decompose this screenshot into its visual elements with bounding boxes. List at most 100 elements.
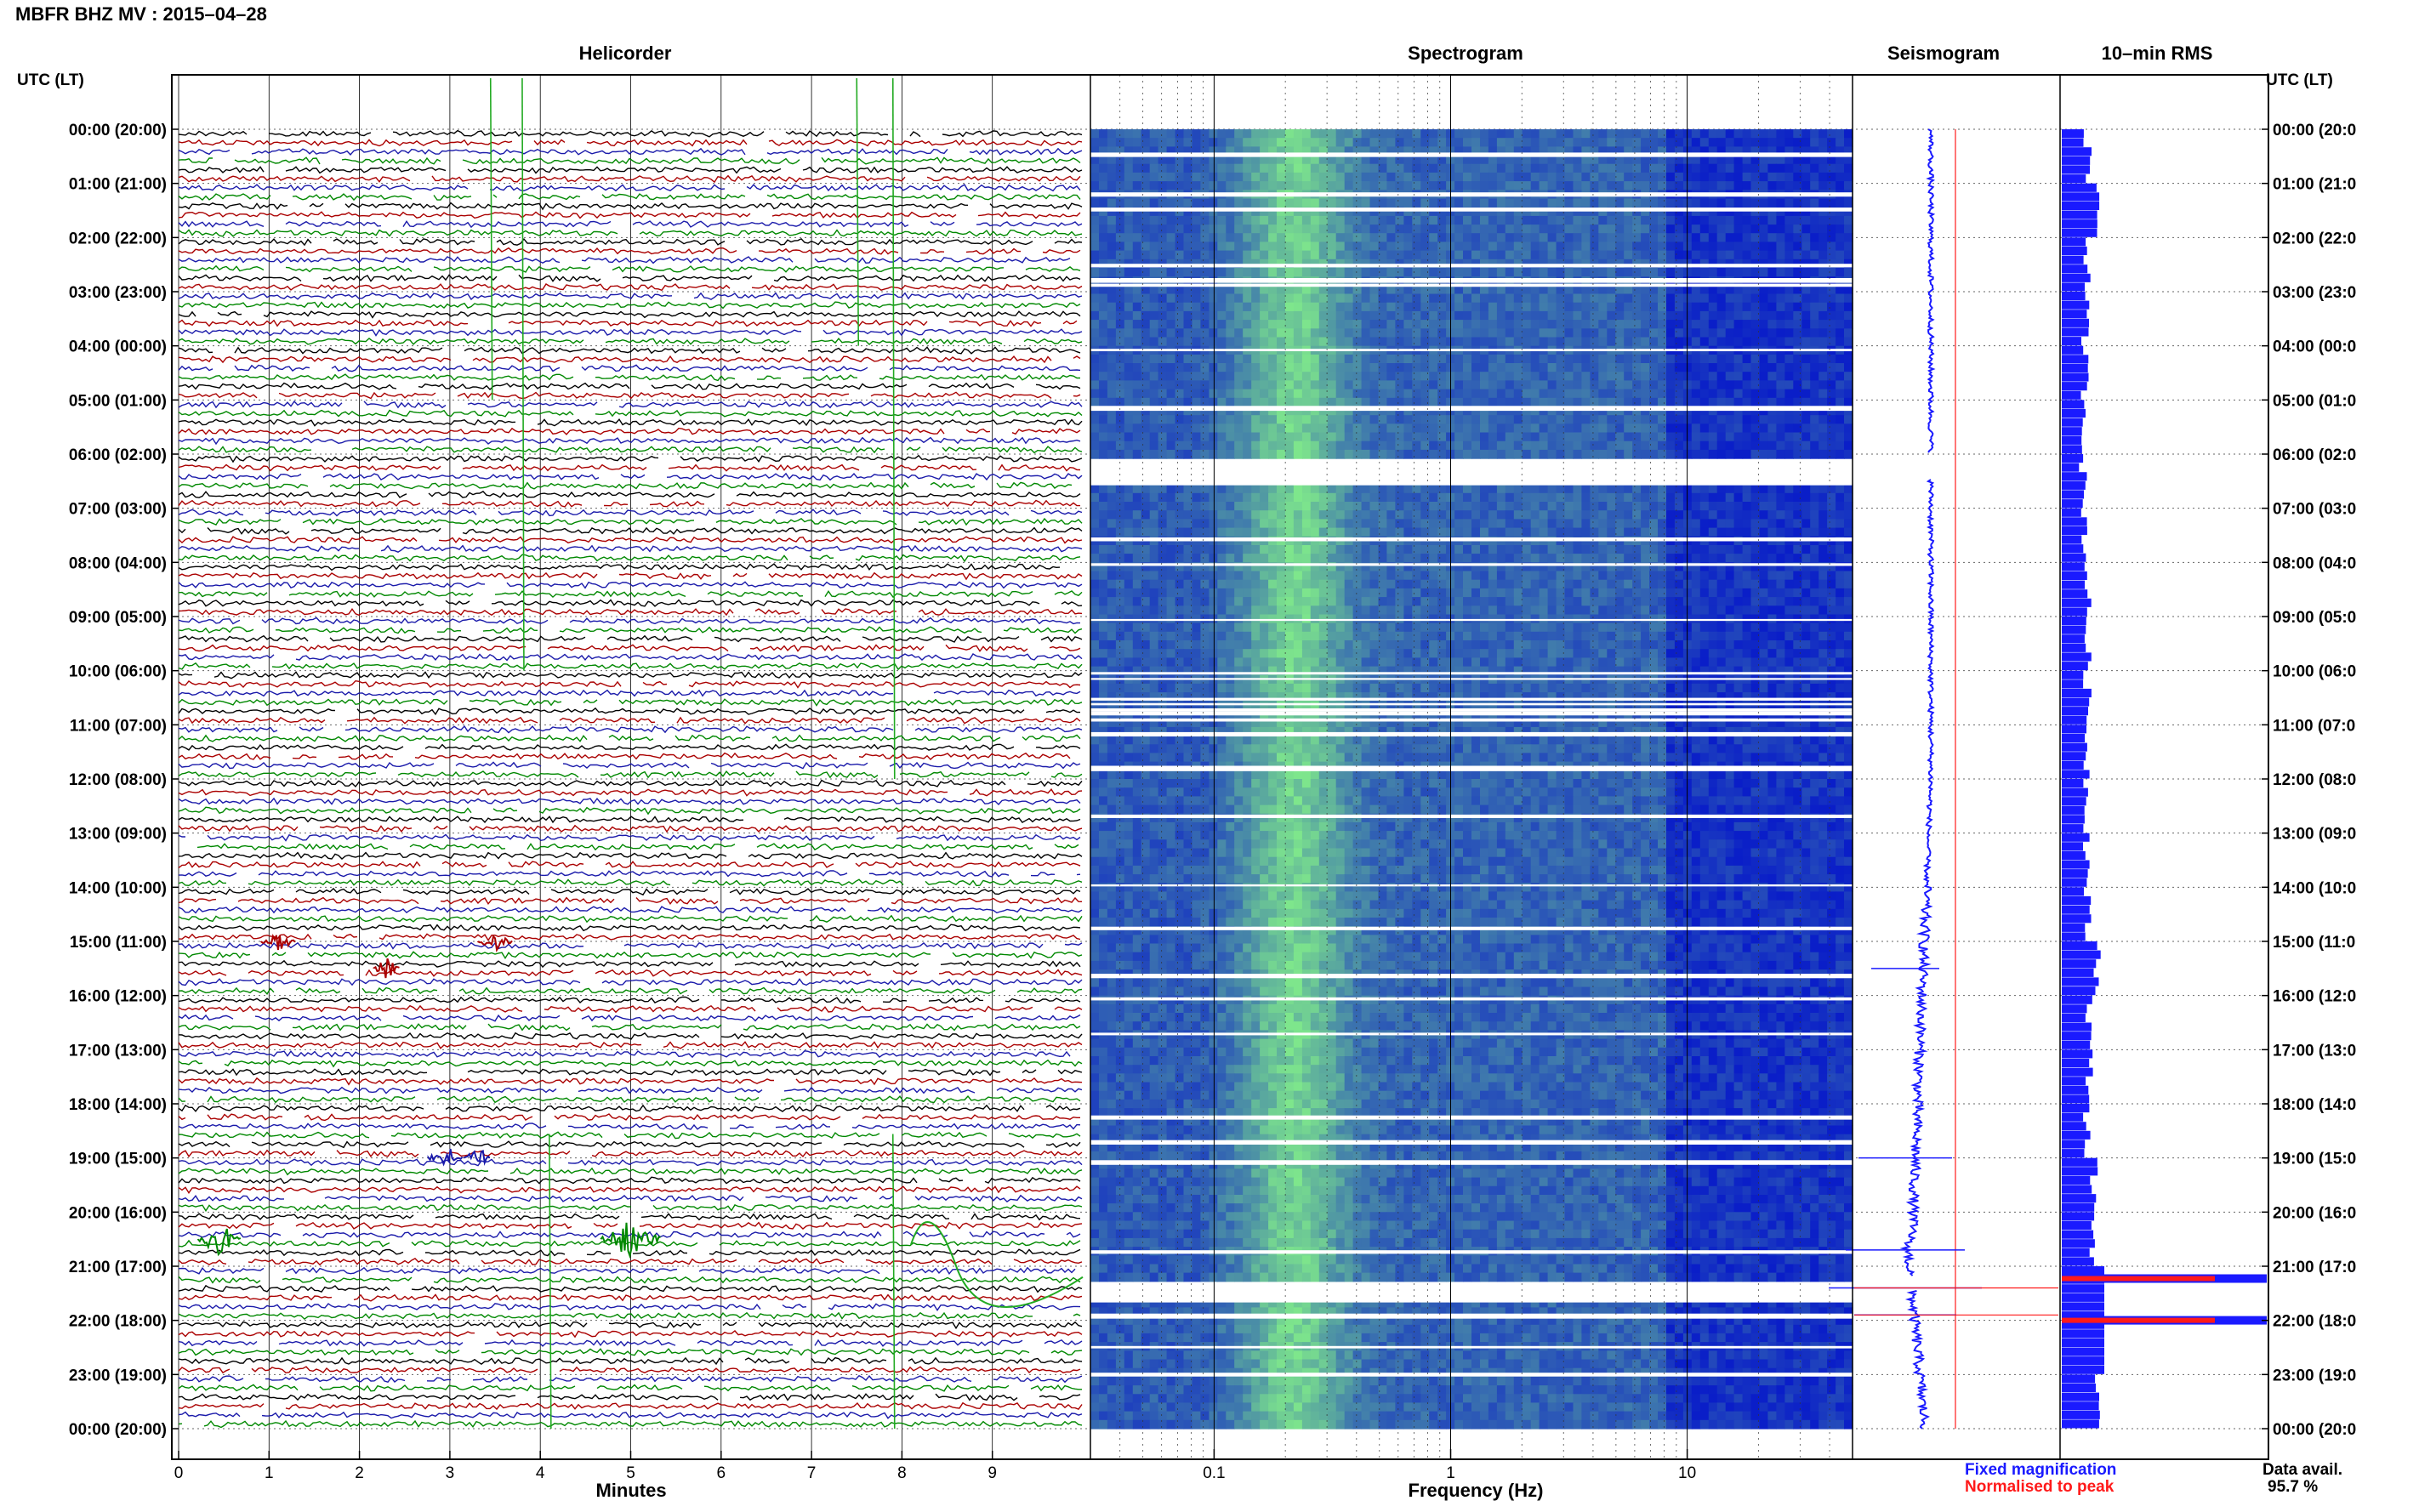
spectrogram-cell [1200, 380, 1210, 390]
spectrogram-cell [1471, 545, 1481, 554]
spectrogram-cell [1226, 233, 1235, 242]
spectrogram-cell [1682, 441, 1693, 451]
spectrogram-cell [1293, 172, 1303, 182]
spectrogram-cell [1090, 250, 1100, 260]
spectrogram-cell [1666, 198, 1676, 208]
spectrogram-cell [1132, 172, 1142, 182]
spectrogram-cell [1420, 268, 1430, 277]
spectrogram-cell [1674, 415, 1684, 424]
spectrogram-cell [1251, 328, 1261, 338]
spectrogram-cell [1463, 293, 1472, 304]
spectrogram-cell [1716, 545, 1727, 554]
spectrogram-cell [1767, 181, 1777, 190]
spectrogram-cell [1361, 172, 1371, 182]
spectrogram-cell [1505, 562, 1515, 572]
spectrogram-cell [1200, 406, 1210, 416]
spectrogram-cell [1624, 293, 1633, 304]
spectrogram-cell [1318, 233, 1329, 242]
spectrogram-cell [1285, 562, 1295, 572]
spectrogram-cell [1344, 328, 1354, 338]
spectrogram-cell [1649, 510, 1659, 520]
spectrogram-cell [1293, 406, 1303, 416]
spectrogram-cell [1090, 198, 1100, 208]
spectrogram-cell [1132, 605, 1142, 616]
spectrogram-cell [1285, 380, 1295, 390]
spectrogram-cell [1801, 250, 1811, 260]
spectrogram-cell [1682, 579, 1693, 589]
helicorder-trace [178, 454, 1083, 463]
spectrogram-cell [1513, 172, 1523, 182]
spectrogram-cell [1251, 163, 1261, 173]
spectrogram-cell [1784, 380, 1794, 390]
spectrogram-cell [1641, 545, 1650, 554]
spectrogram-cell [1437, 225, 1447, 234]
spectrogram-cell [1251, 310, 1261, 321]
spectrogram-cell [1598, 250, 1608, 260]
spectrogram-cell [1149, 310, 1159, 321]
spectrogram-cell [1547, 181, 1557, 190]
spectrogram-cell [1090, 337, 1100, 347]
spectrogram-cell [1463, 138, 1472, 147]
spectrogram-cell [1192, 225, 1202, 234]
spectrogram-cell [1183, 363, 1193, 372]
spectrogram-cell [1115, 527, 1125, 537]
spectrogram-cell [1335, 146, 1346, 156]
spectrogram-cell [1217, 423, 1227, 434]
spectrogram-cell [1666, 579, 1676, 589]
spectrogram-cell [1564, 259, 1574, 269]
spectrogram-cell [1810, 545, 1819, 554]
spectrogram-cell [1310, 320, 1320, 329]
spectrogram-cell [1505, 328, 1515, 338]
spectrogram-cell [1573, 579, 1583, 589]
spectrogram-cell [1420, 579, 1430, 589]
spectrogram-cell [1293, 372, 1303, 381]
spectrogram-cell [1522, 354, 1532, 364]
spectrogram-cell [1767, 250, 1777, 260]
spectrogram-cell [1844, 146, 1853, 156]
spectrogram-cell [1361, 397, 1371, 407]
spectrogram-cell [1522, 163, 1532, 173]
spectrogram-cell [1277, 155, 1286, 165]
spectrogram-cell [1226, 380, 1235, 390]
spectrogram-cell [1352, 198, 1363, 208]
spectrogram-cell [1624, 285, 1633, 295]
spectrogram-cell [1412, 207, 1421, 217]
spectrogram-cell [1641, 181, 1650, 190]
spectrogram-cell [1496, 138, 1506, 147]
spectrogram-cell [1742, 554, 1752, 563]
spectrogram-cell [1488, 597, 1498, 606]
spectrogram-cell [1437, 146, 1447, 156]
spectrogram-cell [1386, 310, 1396, 321]
spectrogram-cell [1564, 406, 1574, 416]
spectrogram-cell [1776, 605, 1785, 616]
spectrogram-cell [1632, 172, 1642, 182]
spectrogram-cell [1708, 250, 1718, 260]
spectrogram-cell [1581, 571, 1591, 581]
spectrogram-cell [1632, 389, 1642, 399]
spectrogram-cell [1149, 302, 1159, 312]
spectrogram-cell [1192, 415, 1202, 424]
spectrogram-cell [1682, 138, 1693, 147]
spectrogram-cell [1277, 354, 1286, 364]
spectrogram-cell [1277, 181, 1286, 190]
spectrogram-cell [1243, 310, 1252, 321]
spectrogram-cell [1277, 293, 1286, 304]
spectrogram-cell [1836, 562, 1845, 572]
spectrogram-cell [1226, 354, 1235, 364]
spectrogram-cell [1699, 328, 1710, 338]
spectrogram-cell [1293, 225, 1303, 234]
spectrogram-cell [1819, 588, 1828, 598]
spectrogram-cell [1682, 397, 1693, 407]
spectrogram-cell [1522, 337, 1532, 347]
spectrogram-cell [1699, 320, 1710, 329]
spectrogram-cell [1716, 129, 1727, 139]
spectrogram-cell [1488, 415, 1498, 424]
spectrogram-cell [1454, 259, 1464, 269]
spectrogram-cell [1429, 545, 1438, 554]
spectrogram-cell [1836, 415, 1845, 424]
spectrogram-cell [1403, 207, 1413, 217]
spectrogram-cell [1200, 554, 1210, 563]
spectrogram-cell [1649, 328, 1659, 338]
spectrogram-cell [1496, 492, 1506, 503]
spectrogram-cell [1166, 527, 1176, 537]
